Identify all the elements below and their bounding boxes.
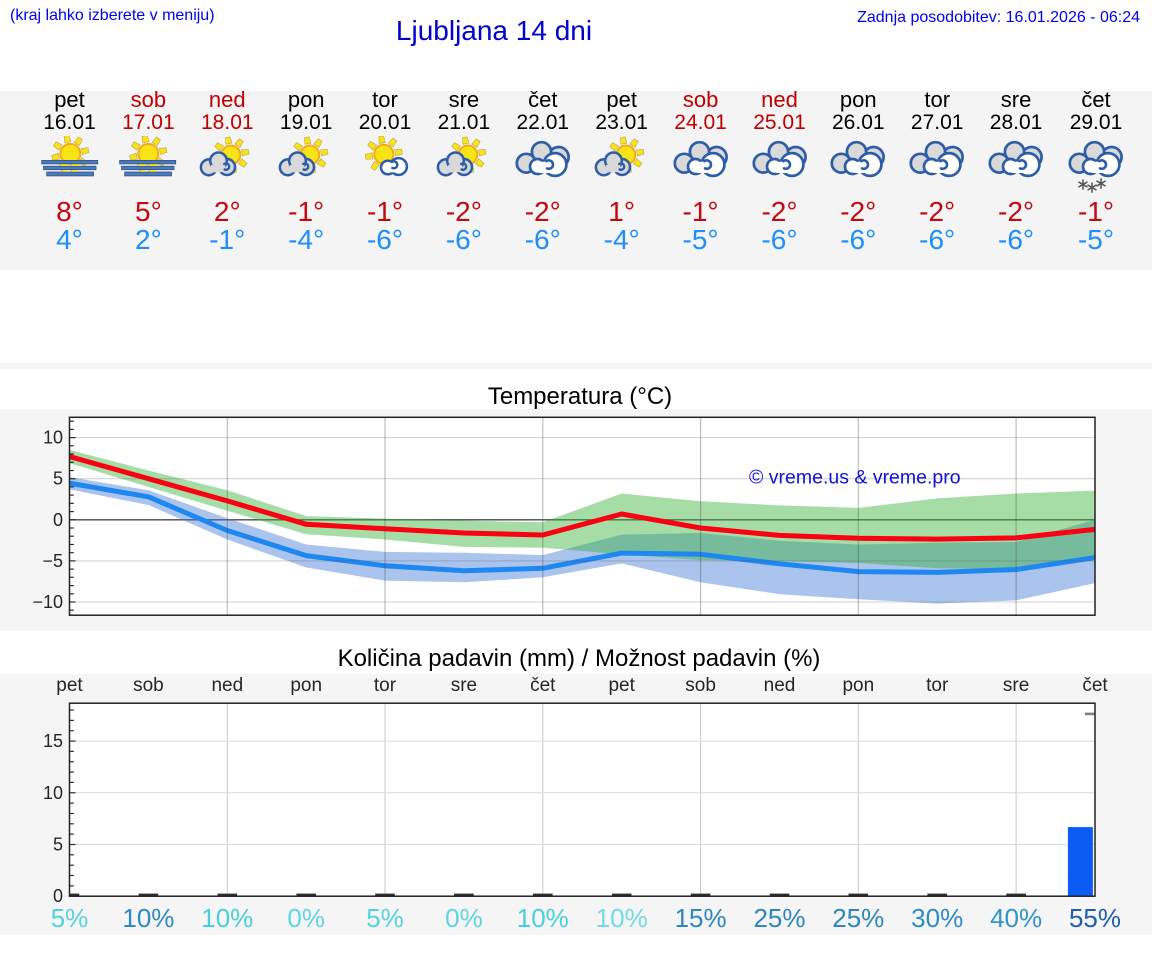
svg-text:sre: sre: [451, 675, 477, 696]
svg-text:sob: sob: [133, 675, 164, 696]
svg-text:tor: tor: [374, 675, 397, 696]
svg-text:tor: tor: [926, 675, 949, 696]
svg-text:čet: čet: [530, 675, 556, 696]
svg-text:ned: ned: [211, 675, 243, 696]
svg-text:10: 10: [43, 783, 63, 803]
svg-text:10%: 10%: [517, 903, 569, 933]
svg-text:10%: 10%: [201, 903, 253, 933]
svg-text:40%: 40%: [990, 903, 1042, 933]
svg-text:25%: 25%: [832, 903, 884, 933]
svg-text:25%: 25%: [753, 903, 805, 933]
svg-text:pet: pet: [608, 675, 635, 696]
svg-text:sob: sob: [685, 675, 716, 696]
svg-text:5: 5: [53, 835, 63, 855]
svg-text:55%: 55%: [1069, 903, 1121, 933]
svg-text:10%: 10%: [122, 903, 174, 933]
svg-text:pet: pet: [56, 675, 83, 696]
svg-text:čet: čet: [1082, 675, 1108, 696]
svg-text:ned: ned: [764, 675, 796, 696]
svg-text:−5: −5: [42, 551, 63, 571]
svg-text:© vreme.us & vreme.pro: © vreme.us & vreme.pro: [749, 466, 961, 488]
svg-text:5%: 5%: [366, 903, 404, 933]
svg-text:10: 10: [43, 428, 63, 448]
svg-text:5: 5: [53, 469, 63, 489]
svg-text:−10: −10: [32, 592, 63, 612]
svg-text:30%: 30%: [911, 903, 963, 933]
svg-text:0%: 0%: [287, 903, 325, 933]
svg-text:15: 15: [43, 731, 63, 751]
svg-text:0: 0: [53, 510, 63, 530]
svg-text:15%: 15%: [675, 903, 727, 933]
svg-text:10%: 10%: [596, 903, 648, 933]
svg-text:5%: 5%: [51, 903, 89, 933]
svg-text:0: 0: [53, 886, 63, 906]
svg-text:pon: pon: [290, 675, 322, 696]
svg-text:sre: sre: [1003, 675, 1029, 696]
svg-text:pon: pon: [842, 675, 874, 696]
svg-text:0%: 0%: [445, 903, 483, 933]
